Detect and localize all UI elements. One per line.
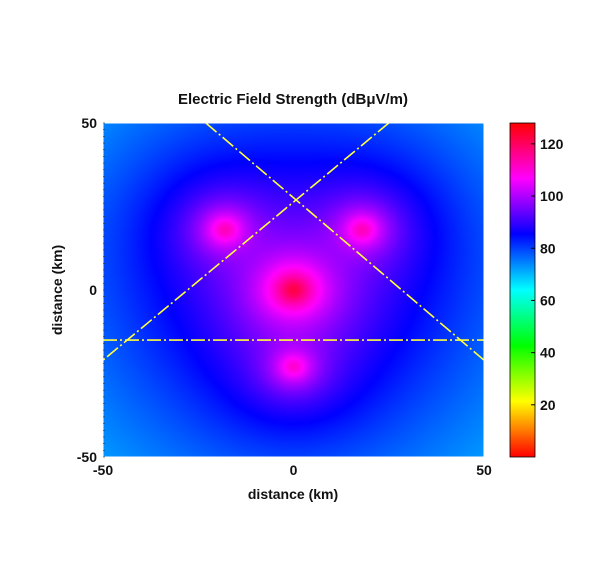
y-tick-label: 0	[89, 282, 97, 298]
y-tick-label: 50	[81, 115, 97, 131]
colorbar-tick-label: 40	[540, 345, 556, 361]
plot-area	[102, 122, 485, 458]
colorbar-tick-label: 20	[540, 397, 556, 413]
colorbar-tick-label: 60	[540, 292, 556, 308]
colorbar-tick-label: 80	[540, 240, 556, 256]
y-tick-label: -50	[77, 449, 97, 465]
colorbar-ticks: 20 40 60 80 100 120	[531, 136, 564, 413]
overlay-line-1	[205, 123, 484, 361]
heatmap-image	[103, 123, 484, 457]
x-axis-label: distance (km)	[248, 486, 338, 502]
y-axis-label: distance (km)	[49, 245, 65, 335]
x-tick-label: -50	[93, 462, 113, 478]
y-axis-ticks: -50 0 50	[77, 115, 105, 465]
chart-title: Electric Field Strength (dBμV/m)	[178, 91, 408, 108]
colorbar-tick-label: 100	[540, 188, 564, 204]
colorbar: 20 40 60 80 100 120	[509, 122, 564, 458]
overlay-lines	[103, 123, 484, 361]
colorbar-gradient	[509, 122, 536, 458]
x-tick-label: 0	[290, 462, 298, 478]
x-axis-ticks: -50 0 50	[93, 462, 492, 478]
x-tick-label: 50	[476, 462, 492, 478]
overlay-line-2	[103, 123, 390, 361]
colorbar-tick-label: 120	[540, 136, 564, 152]
